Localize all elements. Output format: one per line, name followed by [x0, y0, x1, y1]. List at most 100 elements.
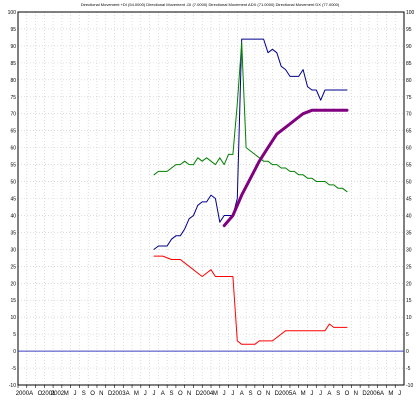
series-line-plus_di [153, 38, 348, 250]
y-tick-label-right: 60 [406, 146, 412, 152]
x-tick-label: N [266, 391, 270, 397]
y-tick-label-left: 60 [10, 146, 16, 152]
x-tick-label: J [398, 391, 401, 397]
x-tick-label: A [292, 391, 296, 397]
x-tick-label: O [38, 391, 43, 397]
y-tick-label-left: 75 [10, 95, 16, 101]
y-tick-label-left: 80 [10, 78, 16, 84]
y-tick-label-left: 30 [10, 247, 16, 253]
x-tick-label: 2000 [16, 391, 30, 397]
y-tick-label-left: 0 [13, 349, 16, 355]
x-tick-label: M [213, 391, 218, 397]
y-tick-label-right: 65 [406, 129, 412, 135]
y-tick-label-right: 40 [406, 213, 412, 219]
y-tick-label-right: 100 [406, 10, 415, 16]
y-tick-label-left: -10 [9, 383, 16, 389]
y-tick-label-left: 25 [10, 264, 16, 270]
x-tick-label: O [257, 391, 262, 397]
x-tick-label: O [90, 391, 95, 397]
y-tick-label-left: 20 [10, 281, 16, 287]
y-tick-label-left: 40 [10, 213, 16, 219]
y-tick-label-right: 15 [406, 298, 412, 304]
y-tick-label-right: -5 [406, 366, 411, 372]
y-tick-label-right: 90 [406, 44, 412, 50]
x-tick-label: A [161, 391, 165, 397]
x-tick-label: 2003 [112, 391, 126, 397]
x-tick-label: J [152, 391, 155, 397]
x-tick-label: A [126, 391, 130, 397]
x-tick-label: D [196, 391, 201, 397]
x-tick-label: 2006 [367, 391, 381, 397]
y-tick-label-right: 0 [406, 349, 409, 355]
x-tick-label: N [99, 391, 103, 397]
y-tick-label-left: 95 [10, 27, 16, 33]
y-tick-label-left: -5 [12, 366, 17, 372]
y-tick-label-right: -10 [406, 383, 413, 389]
series-line-minus_di [153, 42, 348, 193]
y-tick-label-left: 70 [10, 112, 16, 118]
x-tick-label: A [327, 391, 331, 397]
y-tick-label-right: 20 [406, 281, 412, 287]
y-tick-label-right: 45 [406, 197, 412, 203]
x-tick-label: 2005 [279, 391, 293, 397]
grid [18, 11, 404, 386]
y-tick-label-right: 35 [406, 230, 412, 236]
x-tick-label: J [144, 391, 147, 397]
y-tick-label-left: 35 [10, 230, 16, 236]
series-line-minus_di_red [153, 255, 348, 345]
y-tick-label-left: 45 [10, 197, 16, 203]
x-tick-label: D [362, 391, 367, 397]
y-tick-label-left: 5 [13, 332, 16, 338]
y-tick-label-right: 5 [406, 332, 409, 338]
x-tick-label: A [240, 391, 244, 397]
y-tick-label-left: 90 [10, 44, 16, 50]
y-tick-label-right: 10 [406, 315, 412, 321]
x-tick-label: M [388, 391, 393, 397]
x-tick-label: J [319, 391, 322, 397]
y-tick-label-right: 80 [406, 78, 412, 84]
y-tick-label-left: 55 [10, 163, 16, 169]
x-tick-label: D [275, 391, 280, 397]
x-tick-label: A [29, 391, 33, 397]
y-tick-label-left: 65 [10, 129, 16, 135]
chart-title: Directional Movement +DI (54.0000) Direc… [81, 2, 340, 7]
y-tick-label-left: 50 [10, 180, 16, 186]
y-tick-label-left: 85 [10, 61, 16, 67]
series-lines [153, 38, 349, 345]
x-tick-label: S [170, 391, 174, 397]
y-tick-label-right: 50 [406, 180, 412, 186]
y-tick-label-left: 15 [10, 298, 16, 304]
x-tick-label: 2002 [51, 391, 65, 397]
x-tick-label: O [345, 391, 350, 397]
x-tick-label: A [380, 391, 384, 397]
y-tick-label-right: 70 [406, 112, 412, 118]
series-line-adx [222, 108, 349, 228]
y-tick-label-left: 10 [10, 315, 16, 321]
y-tick-label-right: 55 [406, 163, 412, 169]
x-tick-label: N [187, 391, 191, 397]
x-tick-label: J [74, 391, 77, 397]
x-tick-label: J [223, 391, 226, 397]
y-tick-label-right: 95 [406, 27, 412, 33]
y-tick-label-right: 75 [406, 95, 412, 101]
y-tick-label-left: 100 [8, 10, 17, 16]
x-tick-label: S [82, 391, 86, 397]
y-tick-label-right: 85 [406, 61, 412, 67]
x-tick-label: J [231, 391, 234, 397]
x-tick-label: 2001 [42, 391, 56, 397]
x-tick-label: S [248, 391, 252, 397]
x-tick-label: O [178, 391, 183, 397]
x-tick-label: J [310, 391, 313, 397]
x-tick-label: M [301, 391, 306, 397]
x-tick-label: M [64, 391, 69, 397]
x-tick-label: D [108, 391, 113, 397]
x-tick-label: N [354, 391, 358, 397]
x-tick-label: S [336, 391, 340, 397]
y-tick-label-right: 25 [406, 264, 412, 270]
x-tick-label: 2004 [200, 391, 214, 397]
x-tick-label: M [134, 391, 139, 397]
y-tick-label-right: 30 [406, 247, 412, 253]
